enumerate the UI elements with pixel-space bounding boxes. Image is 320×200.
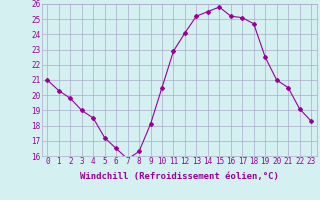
X-axis label: Windchill (Refroidissement éolien,°C): Windchill (Refroidissement éolien,°C) [80,172,279,181]
